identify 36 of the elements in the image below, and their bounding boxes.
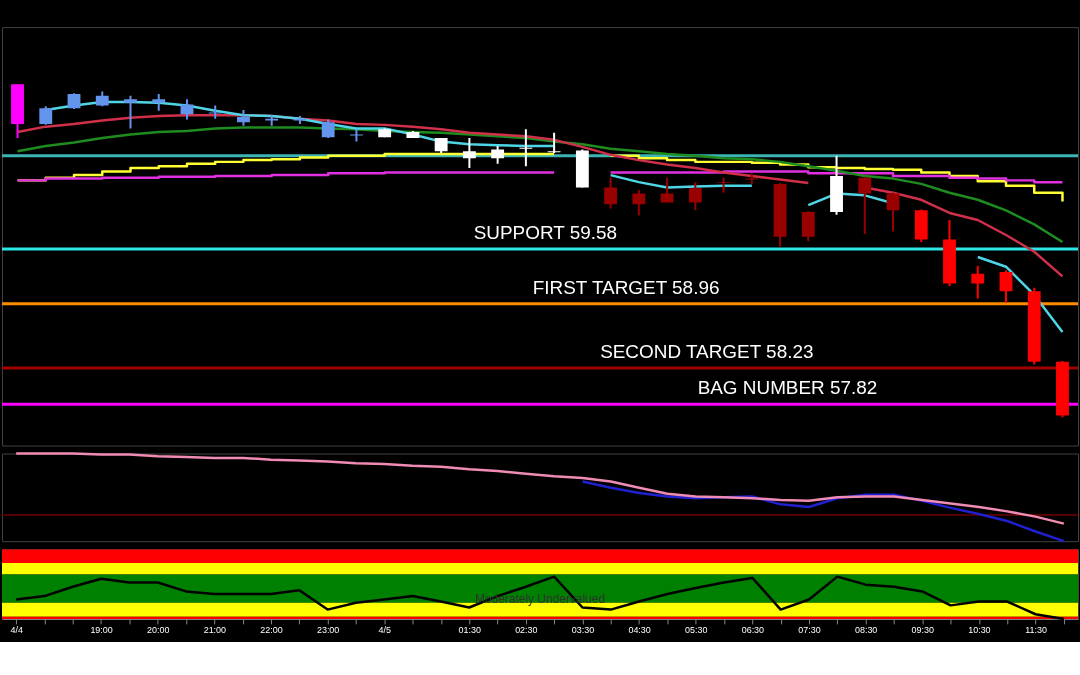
- x-tick-label: 01:30: [458, 625, 481, 636]
- candlestick: [39, 105, 53, 126]
- ref-line-label: SECOND TARGET 58.23: [600, 341, 814, 363]
- x-tick-label: 05:30: [685, 625, 708, 636]
- candlestick: [632, 189, 646, 217]
- candlestick: [124, 94, 137, 130]
- x-tick-label: 21:00: [203, 625, 227, 636]
- candlestick: [660, 176, 674, 204]
- candlestick: [858, 175, 872, 236]
- x-tick-label: 09:30: [911, 625, 934, 636]
- ref-line-label: FIRST TARGET 58.96: [532, 276, 720, 298]
- candlestick: [688, 181, 702, 212]
- x-tick-label: 19:00: [90, 625, 113, 636]
- candlestick: [604, 176, 618, 210]
- candlestick: [462, 137, 476, 170]
- x-tick-label: 4/5: [378, 625, 391, 636]
- x-tick-label: 08:30: [854, 625, 878, 636]
- x-tick-label: 11:30: [1025, 625, 1047, 636]
- x-tick-label: 4/4: [10, 625, 23, 636]
- ref-line-label: SUPPORT 59.58: [473, 222, 618, 244]
- x-tick-label: 10:30: [968, 625, 991, 636]
- candlestick: [321, 118, 335, 140]
- x-tick-label: 06:30: [741, 625, 765, 636]
- x-tick-label: 07:30: [798, 625, 821, 636]
- x-tick-label: 04:30: [628, 625, 651, 636]
- ref-line-label: BAG NUMBER 57.82: [697, 377, 878, 399]
- candlestick: [971, 264, 985, 300]
- x-tick-label: 02:30: [515, 625, 538, 636]
- x-tick-label: 22:00: [260, 625, 283, 636]
- x-tick-label: 03:30: [571, 625, 595, 636]
- candlestick: [717, 176, 730, 194]
- candlestick: [999, 269, 1013, 304]
- x-tick-label: 20:00: [147, 625, 170, 636]
- candlestick: [519, 128, 533, 168]
- x-tick-label: 23:00: [316, 625, 340, 636]
- candlestick: [547, 131, 561, 155]
